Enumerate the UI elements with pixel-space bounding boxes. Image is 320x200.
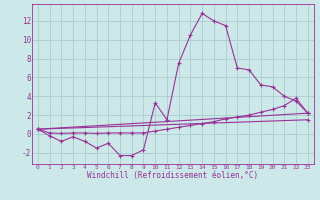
X-axis label: Windchill (Refroidissement éolien,°C): Windchill (Refroidissement éolien,°C) bbox=[87, 171, 258, 180]
